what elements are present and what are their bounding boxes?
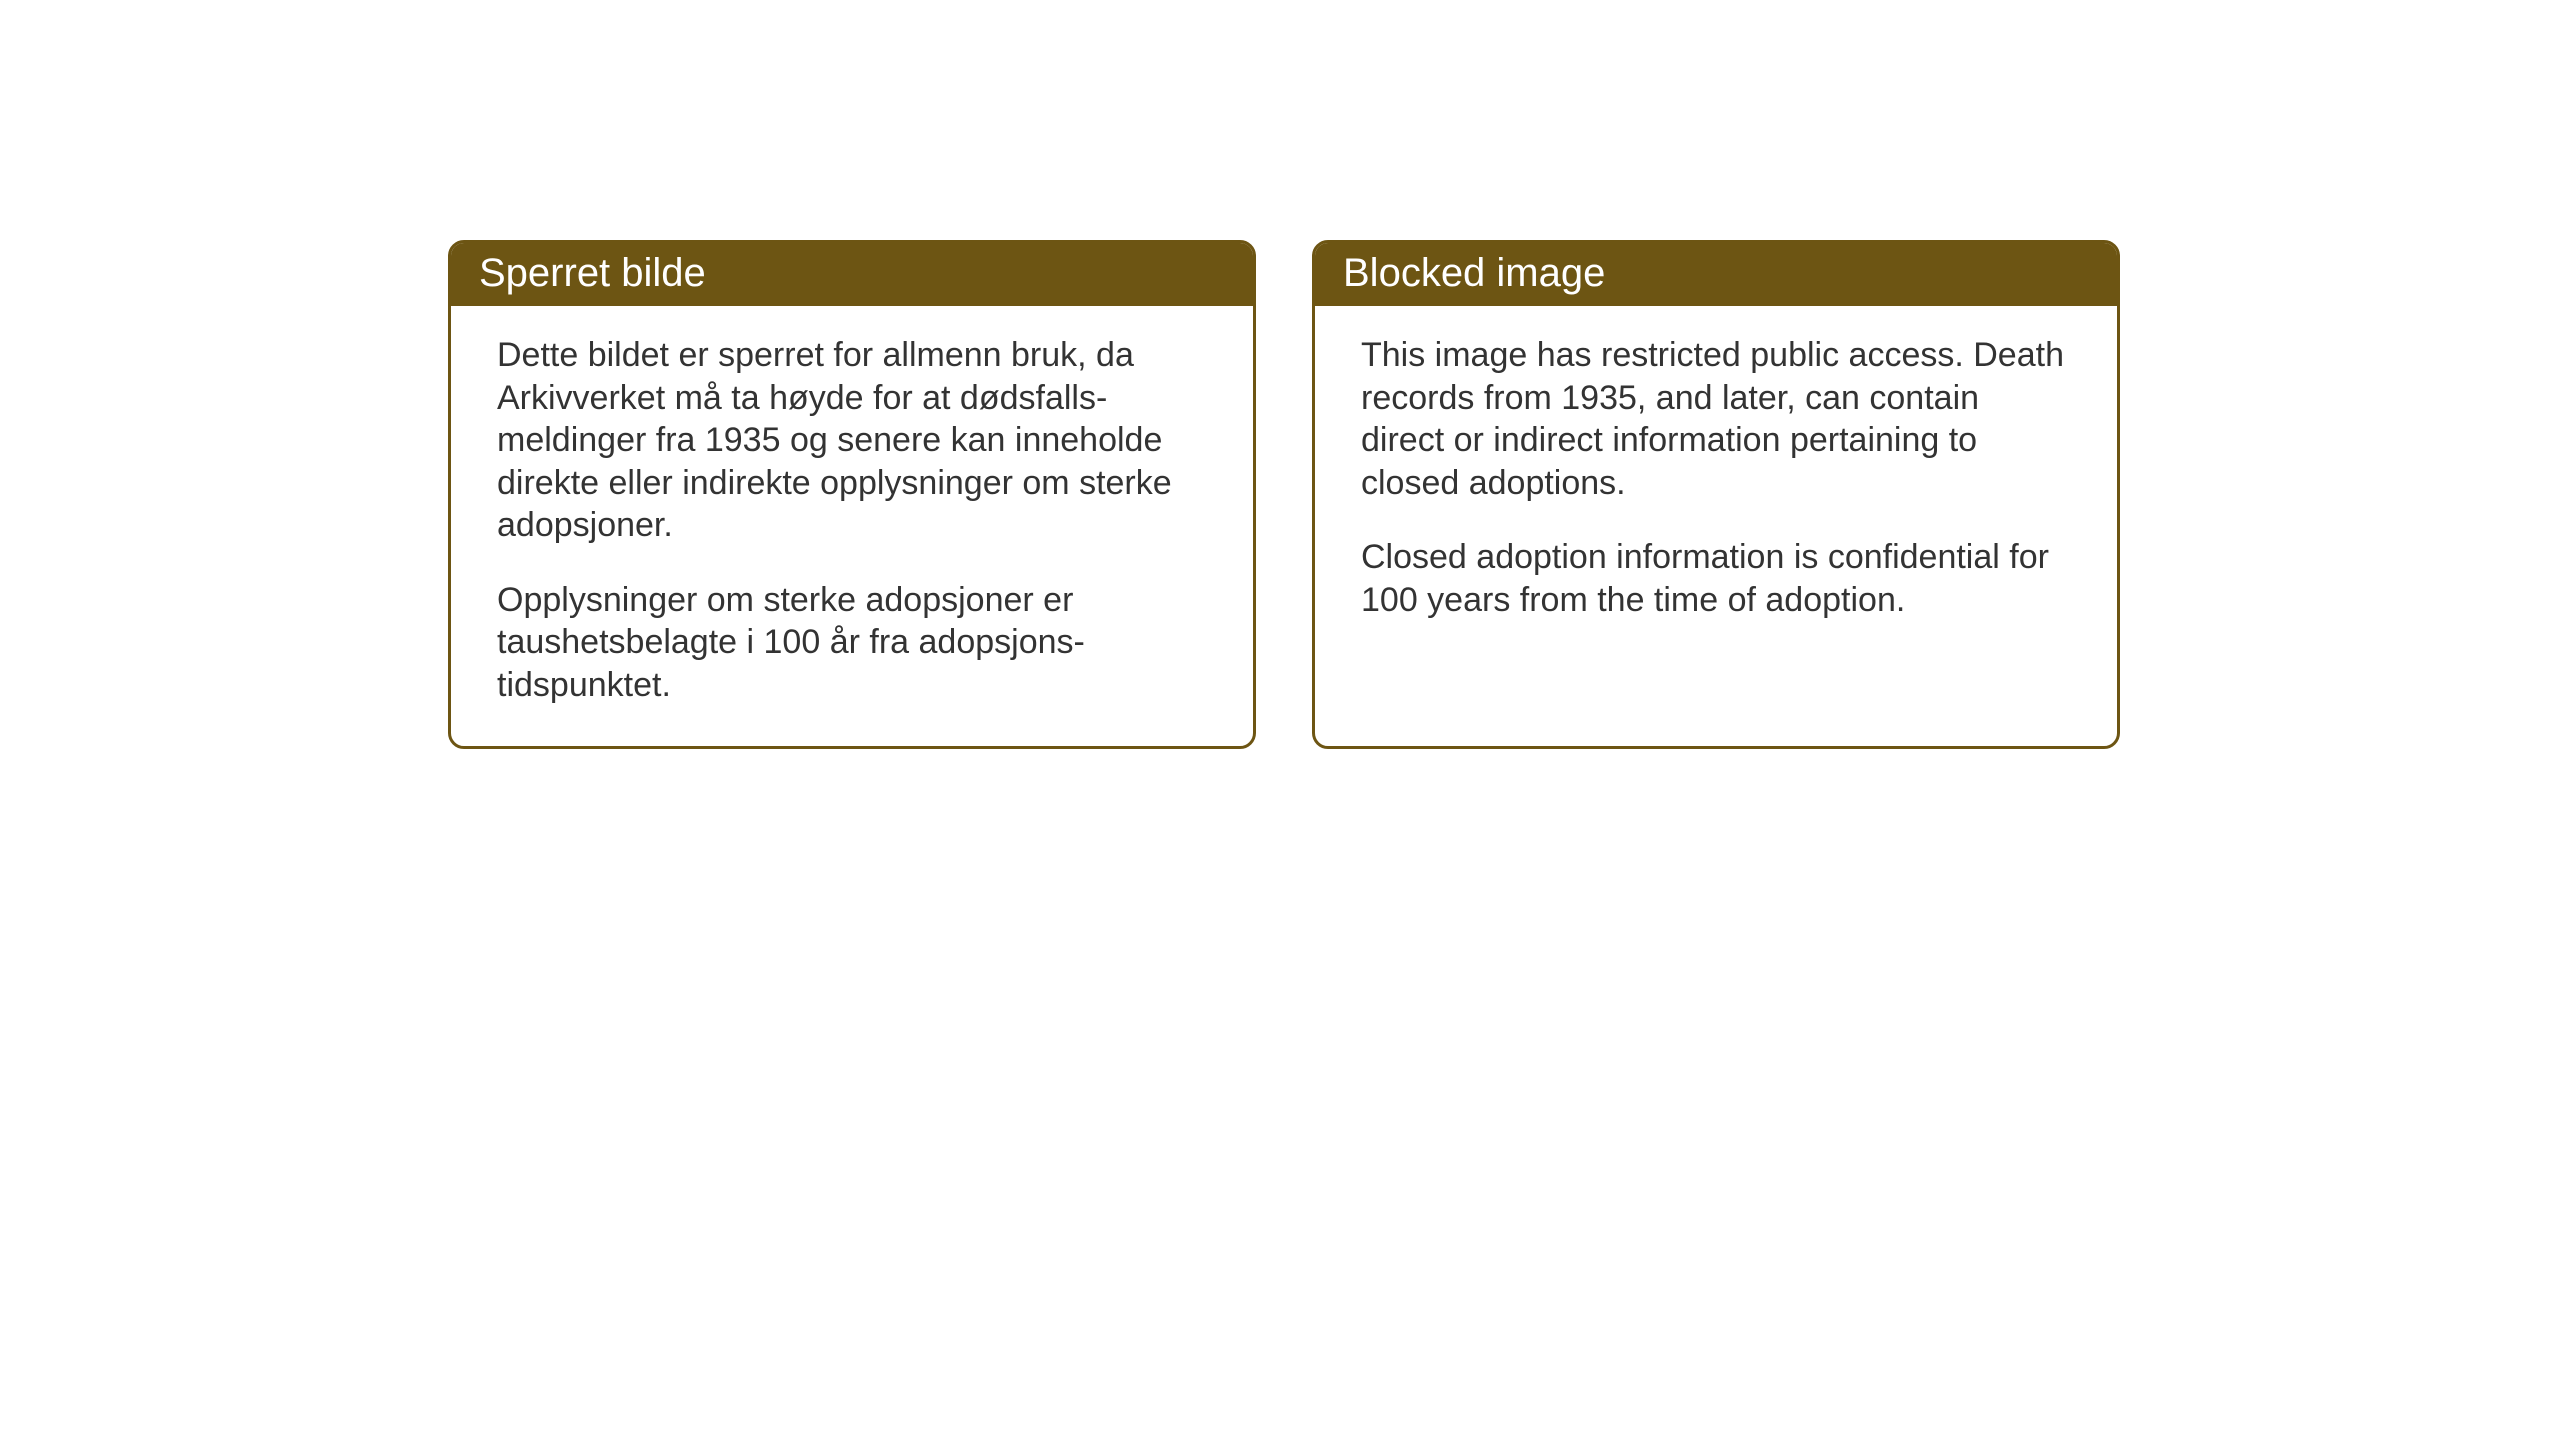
notice-box-english: Blocked image This image has restricted … bbox=[1312, 240, 2120, 749]
notice-body-english: This image has restricted public access.… bbox=[1315, 306, 2117, 661]
notice-paragraph: Opplysninger om sterke adopsjoner er tau… bbox=[497, 579, 1207, 707]
notice-header-english: Blocked image bbox=[1315, 243, 2117, 306]
notice-box-norwegian: Sperret bilde Dette bildet er sperret fo… bbox=[448, 240, 1256, 749]
notice-paragraph: Closed adoption information is confident… bbox=[1361, 536, 2071, 621]
notice-body-norwegian: Dette bildet er sperret for allmenn bruk… bbox=[451, 306, 1253, 746]
notice-header-norwegian: Sperret bilde bbox=[451, 243, 1253, 306]
notice-paragraph: Dette bildet er sperret for allmenn bruk… bbox=[497, 334, 1207, 547]
notice-container: Sperret bilde Dette bildet er sperret fo… bbox=[448, 240, 2120, 749]
notice-paragraph: This image has restricted public access.… bbox=[1361, 334, 2071, 504]
